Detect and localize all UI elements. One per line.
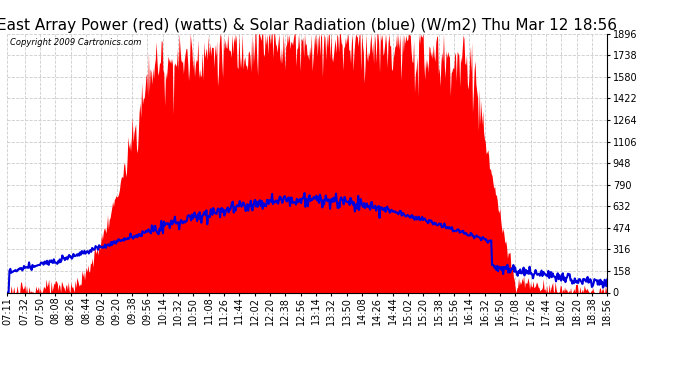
- Text: Copyright 2009 Cartronics.com: Copyright 2009 Cartronics.com: [10, 38, 141, 46]
- Title: East Array Power (red) (watts) & Solar Radiation (blue) (W/m2) Thu Mar 12 18:56: East Array Power (red) (watts) & Solar R…: [0, 18, 617, 33]
